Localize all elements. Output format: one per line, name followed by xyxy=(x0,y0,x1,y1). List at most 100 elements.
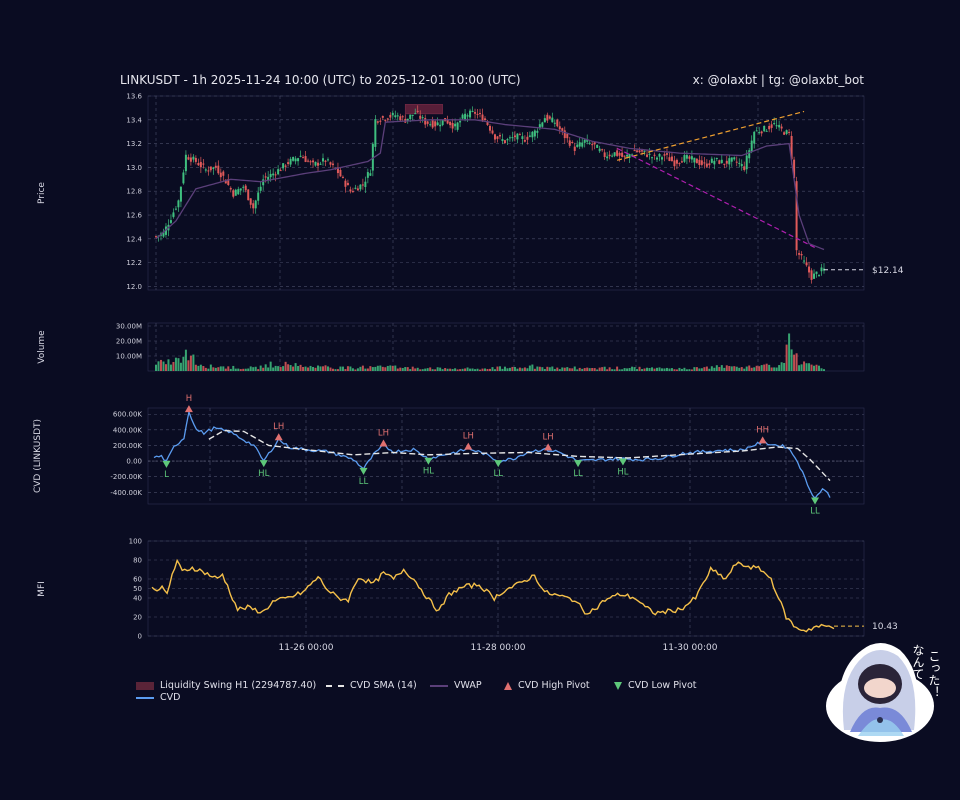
candle-body xyxy=(187,157,190,160)
volume-bar xyxy=(808,363,811,371)
volume-bar xyxy=(653,368,656,371)
candle-body xyxy=(566,133,569,139)
volume-bar xyxy=(341,366,344,371)
volume-bar xyxy=(204,367,207,371)
candle-body xyxy=(374,119,377,147)
candle-body xyxy=(788,131,791,133)
candle-body xyxy=(576,144,579,147)
candle-body xyxy=(474,112,477,114)
volume-bar xyxy=(665,367,668,371)
volume-bar xyxy=(496,366,499,371)
price-tick-label: 12.4 xyxy=(126,235,142,243)
candle-body xyxy=(618,152,621,156)
cvd-pivot-low xyxy=(811,497,820,505)
candle-body xyxy=(227,179,230,185)
candle-body xyxy=(451,122,454,129)
candle-body xyxy=(623,155,626,157)
candle-body xyxy=(725,160,728,164)
candle-body xyxy=(322,158,324,162)
volume-bar xyxy=(331,368,334,371)
candle-body xyxy=(454,123,457,127)
volume-bar xyxy=(177,358,180,371)
candle-body xyxy=(396,115,399,117)
volume-bar xyxy=(673,369,676,371)
candle-body xyxy=(267,176,270,181)
cvd-axis-label: CVD (LINKUSDT) xyxy=(33,419,43,493)
volume-bar xyxy=(244,368,247,371)
candle-body xyxy=(526,136,529,140)
candle-body xyxy=(603,152,606,158)
volume-bar xyxy=(224,368,227,371)
mfi-tick-label: 50 xyxy=(133,585,142,593)
volume-bar xyxy=(304,366,307,371)
candle-body xyxy=(479,112,482,114)
volume-bar xyxy=(651,367,654,371)
legend-sma: CVD SMA (14) xyxy=(326,680,417,691)
volume-bar xyxy=(670,368,673,371)
volume-bar xyxy=(638,366,641,371)
volume-bar xyxy=(317,365,320,371)
candle-body xyxy=(621,152,624,157)
candle-body xyxy=(723,163,726,165)
volume-bar xyxy=(349,366,352,371)
candle-body xyxy=(820,267,823,272)
candle-body xyxy=(484,118,487,121)
candle-body xyxy=(429,124,432,126)
volume-bar xyxy=(533,368,536,371)
volume-bar xyxy=(254,366,257,371)
candle-body xyxy=(304,156,307,162)
volume-bar xyxy=(336,369,339,371)
mascot-text-1: なんて xyxy=(911,644,925,680)
candle-body xyxy=(598,148,601,152)
volume-bar xyxy=(399,367,402,371)
cvd-panel-frame xyxy=(147,407,865,505)
candle-body xyxy=(307,160,310,162)
candle-body xyxy=(326,159,329,161)
cvd-pivot-high xyxy=(758,436,767,444)
volume-bar xyxy=(528,365,531,371)
volume-bar xyxy=(242,368,245,371)
volume-bar xyxy=(583,368,586,371)
candle-body xyxy=(302,157,305,159)
volume-bar xyxy=(277,366,280,371)
candle-body xyxy=(212,167,215,169)
candle-body xyxy=(449,121,452,126)
legend-pivot-low-label: CVD Low Pivot xyxy=(628,680,697,691)
volume-bar xyxy=(588,368,591,371)
triangle-down-icon xyxy=(614,681,622,690)
candle-body xyxy=(184,154,187,172)
legend-cvd-swatch xyxy=(136,696,154,699)
volume-bar xyxy=(813,365,816,371)
cvd-pivot-low xyxy=(618,458,627,466)
candle-body xyxy=(282,163,285,169)
candle-body xyxy=(763,125,766,132)
volume-bar xyxy=(690,369,693,371)
price-axis-label: Price xyxy=(37,182,47,204)
candle-body xyxy=(155,236,157,238)
cvd-pivot-label: LH xyxy=(463,432,474,442)
volume-bar xyxy=(648,368,651,371)
cvd-pivot-label: LH xyxy=(273,422,284,432)
volume-bar xyxy=(710,366,713,371)
volume-bar xyxy=(606,369,609,371)
candle-body xyxy=(424,118,427,125)
candle-body xyxy=(538,124,541,129)
volume-bar xyxy=(753,367,756,371)
social-handles: x: @olaxbt | tg: @olaxbt_bot xyxy=(692,73,864,87)
volume-bar xyxy=(421,369,424,371)
candle-body xyxy=(172,212,175,218)
x-date-tick-label: 11-30 00:00 xyxy=(663,643,718,653)
volume-bar xyxy=(543,368,546,371)
candle-body xyxy=(586,139,589,142)
volume-bar xyxy=(164,364,167,371)
candle-body xyxy=(755,130,758,132)
price-tick-label: 13.0 xyxy=(126,164,142,172)
candle-body xyxy=(783,132,786,135)
candle-body xyxy=(284,165,287,167)
volume-bar xyxy=(222,366,225,371)
candle-body xyxy=(536,130,539,133)
volume-bar xyxy=(738,367,741,371)
volume-bar xyxy=(538,366,541,371)
candle-body xyxy=(643,150,646,152)
volume-bar xyxy=(506,368,509,371)
